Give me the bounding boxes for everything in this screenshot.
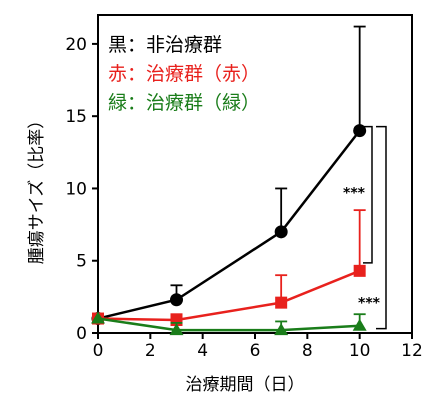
data-point (170, 293, 183, 307)
x-tick-label: 12 (401, 341, 423, 361)
significance-brackets: *** *** (343, 125, 387, 330)
bracket-outer (376, 125, 387, 330)
x-axis-title: 治療期間（日） (186, 375, 305, 395)
data-point (169, 323, 184, 336)
series-1 (91, 25, 367, 326)
x-tick-label: 6 (250, 341, 261, 361)
series-line (97, 129, 361, 320)
series-3 (91, 311, 367, 336)
y-tick-label: 0 (76, 324, 87, 344)
x-tick-label: 4 (197, 341, 208, 361)
y-tick-label: 5 (76, 252, 87, 272)
x-tick-label: 8 (302, 341, 313, 361)
data-point (274, 323, 289, 336)
series-2 (92, 209, 366, 326)
series-layer (91, 25, 367, 336)
y-tick-label: 15 (65, 107, 87, 127)
data-point (353, 264, 366, 277)
legend-entry: 赤：治療群（赤） (108, 63, 260, 85)
data-point (275, 296, 288, 309)
bracket-inner (363, 125, 373, 264)
x-axis: 0 2 4 6 8 10 12 (93, 333, 423, 361)
y-axis-title: 腫瘍サイズ（比率） (27, 112, 47, 265)
data-point (274, 225, 288, 239)
significance-label: *** (358, 296, 381, 312)
x-tick-label: 10 (349, 341, 371, 361)
y-axis: 0 5 10 15 20 (65, 35, 98, 344)
series-line (97, 317, 360, 332)
significance-label: *** (343, 186, 366, 202)
legend-entry: 黒：非治療群 (108, 34, 222, 56)
data-point (91, 311, 105, 324)
series-line (97, 269, 361, 322)
data-point (352, 318, 367, 331)
x-tick-label: 0 (93, 341, 104, 361)
y-tick-label: 10 (65, 179, 87, 199)
legend-entry: 緑：治療群（緑） (108, 92, 260, 114)
data-point (353, 124, 367, 138)
x-tick-label: 2 (145, 341, 156, 361)
y-tick-label: 20 (65, 35, 87, 55)
